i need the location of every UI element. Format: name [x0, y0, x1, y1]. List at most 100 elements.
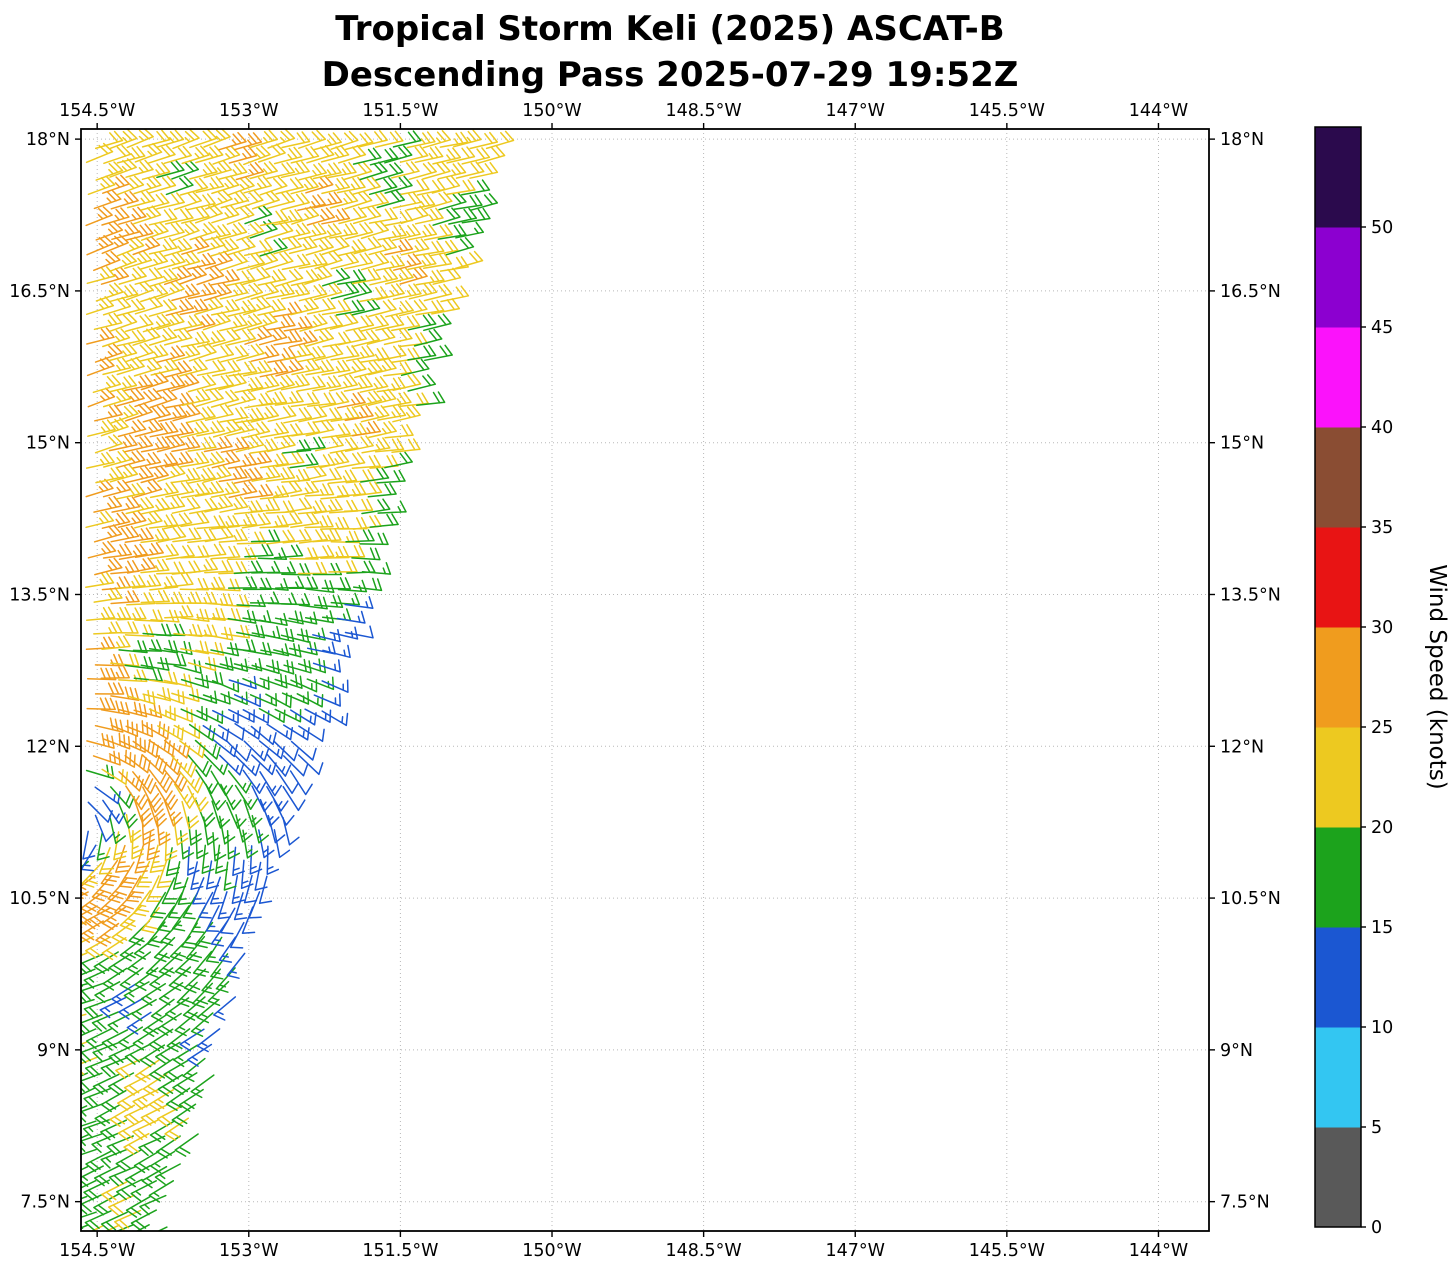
wind-barb	[233, 560, 264, 575]
wind-barb	[101, 606, 132, 621]
wind-barb	[446, 146, 476, 164]
wind-barb	[81, 1165, 89, 1171]
wind-barb	[195, 145, 224, 164]
wind-barb	[93, 587, 123, 603]
y-tick-label-left: 16.5°N	[9, 282, 70, 302]
wind-barb	[95, 922, 120, 947]
wind-barb	[423, 313, 452, 332]
wind-barb	[211, 679, 240, 693]
wind-barb	[110, 686, 140, 701]
wind-barb	[266, 845, 280, 875]
wind-barb	[408, 282, 438, 300]
wind-barb	[154, 1163, 181, 1186]
wind-barb	[266, 785, 289, 812]
wind-barb	[266, 191, 296, 210]
wind-barb	[87, 419, 116, 437]
wind-barb	[344, 596, 374, 609]
wind-barb	[164, 451, 194, 468]
wind-barb	[399, 266, 428, 285]
wind-barb	[233, 467, 263, 484]
wind-barb	[116, 388, 145, 407]
wind-barb	[139, 251, 169, 270]
wind-barb	[91, 875, 113, 902]
wind-barb	[306, 392, 337, 407]
wind-barb	[243, 239, 273, 257]
wind-barb	[124, 754, 151, 774]
wind-barb	[476, 145, 506, 165]
wind-barb	[445, 237, 475, 256]
wind-barb	[172, 861, 187, 890]
wind-barb	[359, 376, 389, 393]
wind-barb	[391, 315, 421, 332]
wind-barb	[319, 516, 350, 530]
wind-barb	[399, 145, 429, 163]
wind-barb	[384, 209, 414, 227]
wind-barb	[163, 145, 192, 165]
wind-barb	[192, 950, 213, 977]
wind-barb	[439, 256, 469, 272]
wind-barb	[188, 723, 216, 742]
wind-barb	[109, 158, 137, 178]
wind-barb	[212, 419, 242, 438]
wind-barb	[210, 481, 240, 498]
wind-barb	[93, 189, 122, 210]
wind-barb	[291, 205, 320, 225]
wind-barb	[150, 891, 167, 919]
wind-barb	[107, 1011, 135, 1034]
wind-barb	[242, 769, 267, 794]
chart-title: Tropical Storm Keli (2025) ASCAT-B Desce…	[90, 6, 1250, 98]
wind-barb	[369, 513, 399, 528]
wind-barb	[163, 360, 193, 379]
wind-barb	[109, 621, 139, 634]
wind-barb	[266, 561, 297, 574]
wind-barb	[212, 832, 227, 862]
wind-barb	[382, 391, 412, 408]
wind-barb	[423, 224, 453, 241]
wind-barb	[219, 251, 248, 271]
wind-barb	[85, 606, 116, 621]
wind-barb	[384, 238, 414, 256]
wind-barb	[148, 769, 173, 794]
wind-barb	[197, 235, 226, 254]
wind-barb	[235, 161, 265, 181]
wind-barb	[236, 253, 265, 271]
wind-barb	[87, 540, 117, 559]
wind-barb	[344, 252, 374, 270]
wind-barb	[392, 405, 421, 423]
colorbar-segment	[1315, 227, 1361, 328]
wind-barb	[422, 253, 453, 269]
wind-barb	[298, 162, 328, 181]
wind-barb	[266, 314, 296, 331]
wind-barb	[93, 1193, 120, 1216]
wind-barb	[171, 687, 200, 703]
wind-barb	[190, 1074, 215, 1099]
wind-barb	[179, 358, 208, 377]
wind-barb	[280, 283, 310, 300]
y-tick-label-left: 13.5°N	[9, 585, 70, 605]
wind-barb	[195, 296, 224, 315]
wind-barb	[220, 691, 248, 706]
wind-barb	[182, 1057, 206, 1083]
wind-barb	[267, 434, 296, 453]
wind-barb	[227, 328, 256, 346]
wind-barb	[139, 1194, 167, 1216]
wind-barb	[171, 160, 200, 180]
wind-barb	[164, 1117, 190, 1141]
wind-barb	[251, 190, 280, 210]
wind-barb	[181, 800, 200, 830]
colorbar-border	[1314, 126, 1362, 1228]
wind-barb	[290, 740, 317, 761]
wind-barb	[275, 268, 304, 288]
wind-barb	[100, 1056, 129, 1078]
wind-barb	[202, 691, 231, 705]
wind-barb	[104, 1224, 120, 1231]
wind-barb	[85, 478, 114, 498]
wind-barb	[102, 357, 132, 376]
y-tick-label-right: 12°N	[1220, 737, 1264, 757]
wind-barb	[124, 527, 154, 543]
wind-barb	[330, 251, 360, 270]
wind-barb	[190, 861, 204, 891]
wind-barb	[81, 1179, 97, 1189]
wind-barb	[431, 298, 461, 315]
wind-barb	[187, 436, 217, 452]
